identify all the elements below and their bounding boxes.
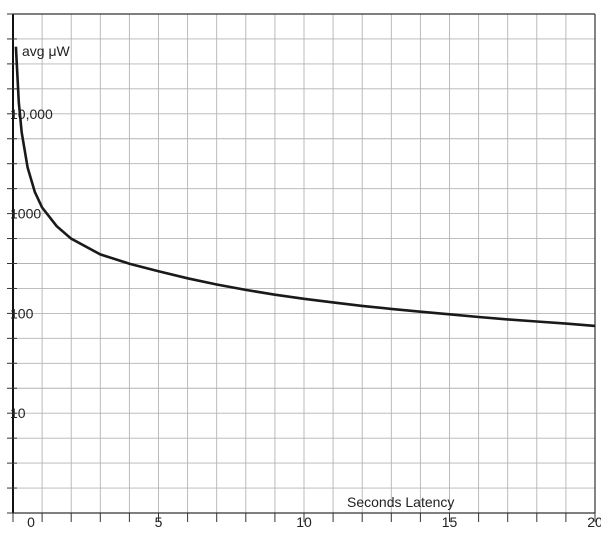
labels: avg μW Seconds Latency bbox=[22, 43, 454, 510]
y-axis-label: avg μW bbox=[22, 43, 71, 59]
y-tick-label: 100 bbox=[10, 305, 34, 321]
x-tick-label: 15 bbox=[442, 514, 458, 530]
x-tick-label: 20 bbox=[587, 514, 601, 530]
axes bbox=[12, 13, 596, 514]
x-tick-label: 0 bbox=[27, 514, 35, 530]
ticks: 0 5 10 15 20 10 100 1000 10,000 bbox=[7, 13, 601, 530]
y-tick-label: 10 bbox=[10, 405, 26, 421]
x-tick-label: 10 bbox=[296, 514, 312, 530]
grid bbox=[13, 14, 595, 513]
series-line bbox=[14, 46, 596, 328]
x-tick-label: 5 bbox=[155, 514, 163, 530]
y-tick-label: 10,000 bbox=[10, 106, 53, 122]
x-axis-label: Seconds Latency bbox=[347, 494, 454, 510]
y-tick-label: 1000 bbox=[10, 206, 41, 222]
